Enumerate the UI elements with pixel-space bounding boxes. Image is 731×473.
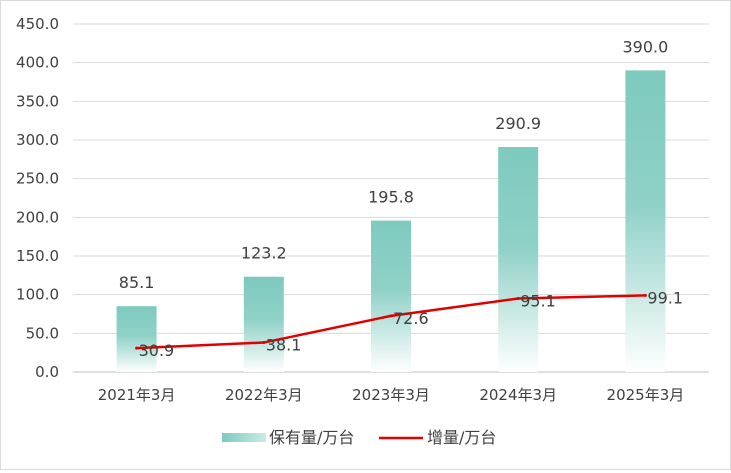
line-series bbox=[135, 293, 647, 350]
line-point[interactable] bbox=[389, 314, 393, 318]
y-tick-label: 250.0 bbox=[16, 170, 59, 188]
y-tick-label: 300.0 bbox=[16, 131, 59, 149]
y-tick-label: 50.0 bbox=[26, 324, 59, 342]
line-point[interactable] bbox=[262, 341, 266, 345]
y-tick-label: 350.0 bbox=[16, 92, 59, 110]
line-data-label: 99.1 bbox=[647, 288, 683, 307]
legend-label-bar[interactable]: 保有量/万台 bbox=[269, 428, 354, 447]
x-tick-label: 2024年3月 bbox=[479, 386, 557, 404]
legend-swatch-bar bbox=[222, 433, 266, 442]
line-point[interactable] bbox=[135, 346, 139, 350]
bar[interactable] bbox=[498, 147, 539, 372]
y-tick-label: 0.0 bbox=[35, 363, 59, 381]
line-data-label: 38.1 bbox=[266, 336, 302, 355]
bar[interactable] bbox=[243, 276, 284, 372]
bar-data-label: 85.1 bbox=[119, 273, 155, 292]
bar-series bbox=[116, 70, 666, 373]
y-tick-label: 450.0 bbox=[16, 15, 59, 33]
line-point[interactable] bbox=[516, 296, 520, 300]
bar[interactable] bbox=[371, 220, 411, 372]
line-data-label: 95.1 bbox=[520, 291, 556, 310]
bar-data-label: 290.9 bbox=[495, 114, 541, 133]
line-data-label: 72.6 bbox=[393, 309, 429, 328]
y-tick-label: 400.0 bbox=[16, 54, 59, 72]
x-tick-label: 2025年3月 bbox=[607, 386, 685, 404]
legend-label-line[interactable]: 增量/万台 bbox=[427, 428, 496, 447]
gridlines bbox=[73, 23, 709, 373]
x-tick-label: 2021年3月 bbox=[98, 386, 176, 404]
line-data-labels: 30.9 38.1 72.6 95.1 99.1 bbox=[139, 288, 683, 360]
bar[interactable] bbox=[625, 70, 666, 373]
line-point[interactable] bbox=[643, 293, 647, 297]
line-data-label: 30.9 bbox=[139, 341, 175, 360]
y-tick-label: 100.0 bbox=[16, 286, 59, 304]
bar-data-labels: 85.1 123.2 195.8 290.9 390.0 bbox=[119, 37, 669, 292]
x-axis: 2021年3月 2022年3月 2023年3月 2024年3月 2025年3月 bbox=[98, 386, 685, 404]
bar-data-label: 123.2 bbox=[241, 244, 287, 263]
bar[interactable] bbox=[116, 306, 157, 372]
legend: 保有量/万台 增量/万台 bbox=[222, 428, 496, 447]
x-tick-label: 2023年3月 bbox=[352, 386, 430, 404]
bar-data-label: 195.8 bbox=[368, 188, 414, 207]
y-axis: 0.0 50.0 100.0 150.0 200.0 250.0 300.0 350.0 400… bbox=[16, 15, 59, 381]
y-tick-label: 200.0 bbox=[16, 208, 59, 226]
y-tick-label: 150.0 bbox=[16, 247, 59, 265]
x-tick-label: 2022年3月 bbox=[225, 386, 303, 404]
bar-data-label: 390.0 bbox=[622, 37, 668, 56]
